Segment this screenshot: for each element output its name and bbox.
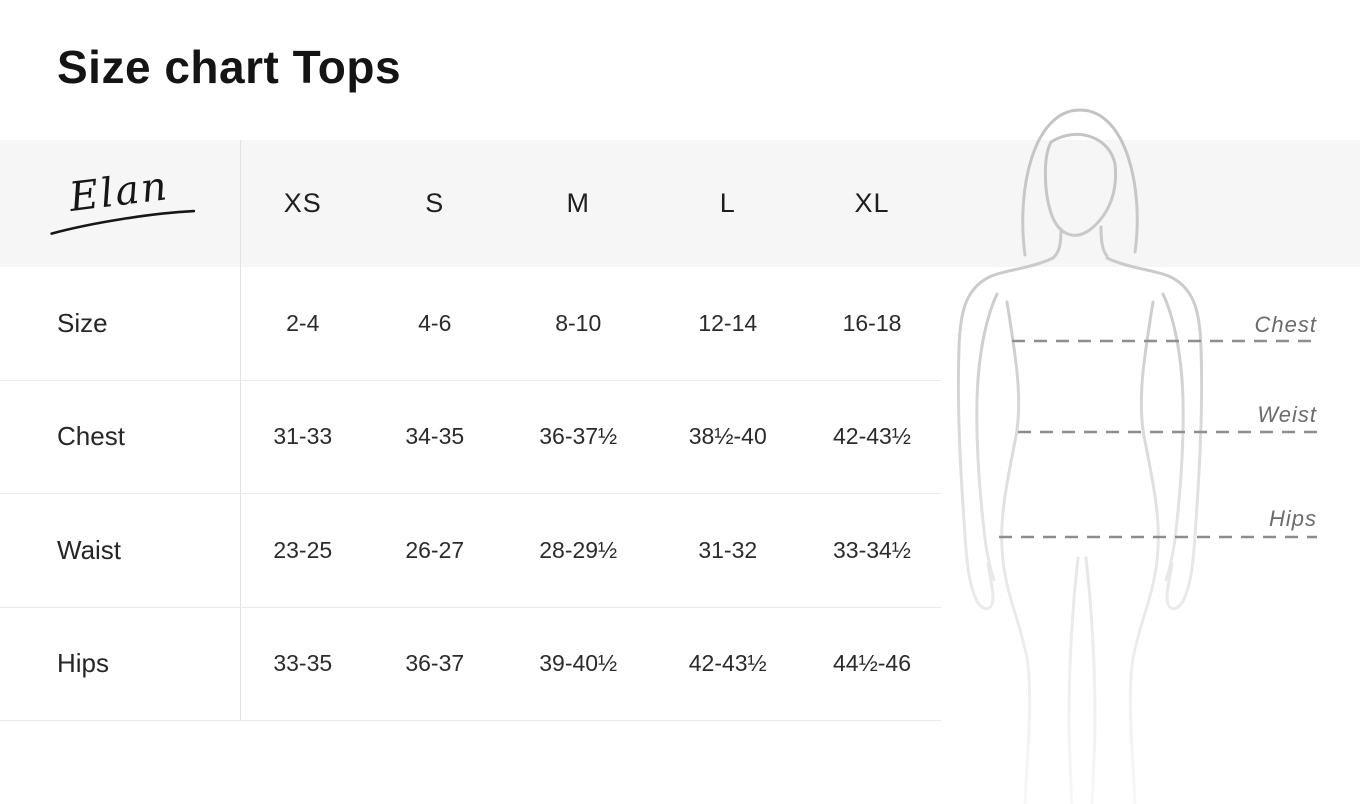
table-row-hips: Hips 33-35 36-37 39-40½ 42-43½ 44½-46 <box>0 608 941 721</box>
measurement-dashed-lines <box>999 339 1317 539</box>
cell-waist-xl: 33-34½ <box>832 536 911 563</box>
cell-size-l: 12-14 <box>698 309 758 336</box>
cell-hips-s: 36-37 <box>405 650 465 677</box>
row-label: Chest <box>57 421 125 452</box>
cell-chest-l: 38½-40 <box>688 423 767 450</box>
cell-hips-xs: 33-35 <box>273 650 333 677</box>
row-label: Hips <box>57 648 110 679</box>
cell-chest-s: 34-35 <box>405 423 465 450</box>
cell-waist-l: 31-32 <box>698 536 758 563</box>
table-row-size: Size 2-4 4-6 8-10 12-14 16-18 <box>0 267 941 381</box>
cell-waist-xs: 23-25 <box>273 536 333 563</box>
row-label: Waist <box>57 534 122 565</box>
table-header-band <box>0 140 1360 267</box>
cell-chest-xl: 42-43½ <box>832 423 911 450</box>
cell-size-m: 8-10 <box>555 309 602 336</box>
column-header-xl: XL <box>854 188 890 218</box>
column-header-m: M <box>566 188 590 218</box>
cell-hips-xl: 44½-46 <box>832 650 911 677</box>
cell-chest-m: 36-37½ <box>539 423 618 450</box>
body-silhouette-illustration <box>956 108 1317 804</box>
cell-waist-m: 28-29½ <box>539 536 618 563</box>
cell-hips-l: 42-43½ <box>688 650 767 677</box>
cell-chest-xs: 31-33 <box>273 423 333 450</box>
cell-size-s: 4-6 <box>418 309 452 336</box>
brand-logo: Elan <box>0 163 240 235</box>
row-label: Size <box>57 307 108 338</box>
table-column-divider <box>240 140 241 721</box>
page-title: Size chart Tops <box>57 41 402 93</box>
logo-underline-flourish <box>50 209 196 235</box>
hips-measure-label: Hips <box>1268 506 1317 531</box>
cell-size-xs: 2-4 <box>286 309 320 336</box>
column-header-s: S <box>425 188 445 218</box>
figure-outline <box>956 108 1204 804</box>
table-row-chest: Chest 31-33 34-35 36-37½ 38½-40 42-43½ <box>0 381 941 494</box>
cell-waist-s: 26-27 <box>405 536 465 563</box>
column-header-l: L <box>719 188 736 218</box>
chest-measure-label: Chest <box>1254 312 1317 337</box>
cell-size-xl: 16-18 <box>842 309 902 336</box>
table-row-waist: Waist 23-25 26-27 28-29½ 31-32 33-34½ <box>0 494 941 608</box>
column-header-xs: XS <box>283 188 322 218</box>
size-table: Elan XS S M L XL Size 2-4 4-6 8-10 12-14… <box>0 140 941 721</box>
waist-measure-label: Weist <box>1257 402 1317 427</box>
cell-hips-m: 39-40½ <box>539 650 618 677</box>
table-header-row: Elan XS S M L XL <box>0 140 941 267</box>
